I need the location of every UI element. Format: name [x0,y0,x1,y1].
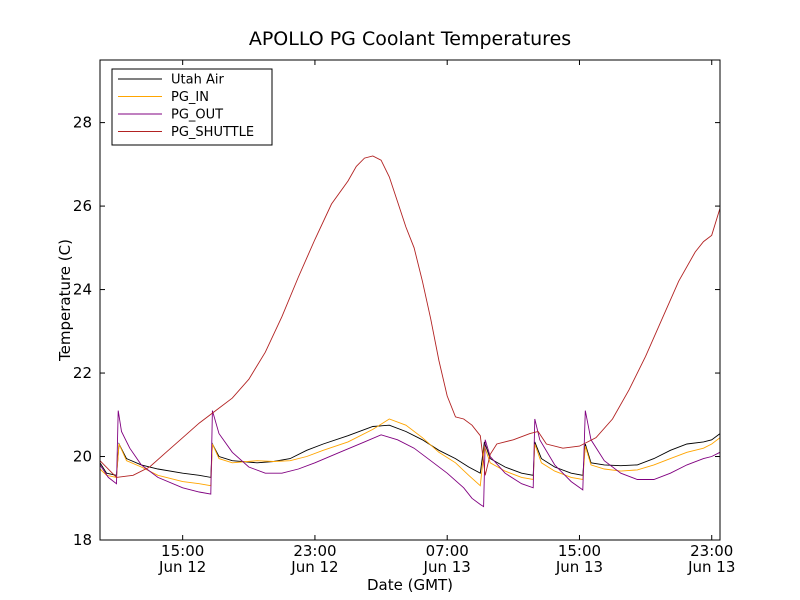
series-line-pg-out [99,410,721,508]
x-tick-label-date: Jun 13 [555,558,603,576]
y-axis-ticks: 18 20 22 24 26 28 [73,114,720,549]
y-tick-label: 26 [73,197,92,215]
x-tick-label-date: Jun 13 [423,558,471,576]
x-tick-label-date: Jun 12 [158,558,206,576]
plot-frame [99,59,721,541]
series-layer [99,155,721,508]
y-tick-label: 22 [73,364,92,382]
x-tick-label-time: 07:00 [426,542,469,560]
y-tick-label: 28 [73,114,92,132]
series-line-pg-in [99,418,721,487]
chart-title: APOLLO PG Coolant Temperatures [249,28,571,50]
x-tick-label-time: 15:00 [161,542,204,560]
x-tick-label-date: Jun 12 [290,558,338,576]
legend-label: PG_IN [171,90,209,105]
y-tick-label: 24 [73,281,92,299]
x-tick-label-time: 23:00 [690,542,733,560]
y-axis-title: Temperature (C) [56,239,74,362]
legend-box [111,68,273,146]
series-line-utah-air [99,424,721,478]
x-tick-label-time: 23:00 [293,542,336,560]
legend-label: PG_OUT [171,108,223,123]
series-line-pg-shuttle [99,155,721,478]
y-tick-label: 20 [73,448,92,466]
x-tick-label-time: 15:00 [558,542,601,560]
x-axis-title: Date (GMT) [367,576,453,594]
y-tick-label: 18 [73,531,92,549]
legend: Utah Air PG_IN PG_OUT PG_SHUTTLE [111,68,273,146]
x-tick-label-date: Jun 13 [687,558,735,576]
legend-label: Utah Air [171,73,224,88]
legend-label: PG_SHUTTLE [171,125,254,140]
